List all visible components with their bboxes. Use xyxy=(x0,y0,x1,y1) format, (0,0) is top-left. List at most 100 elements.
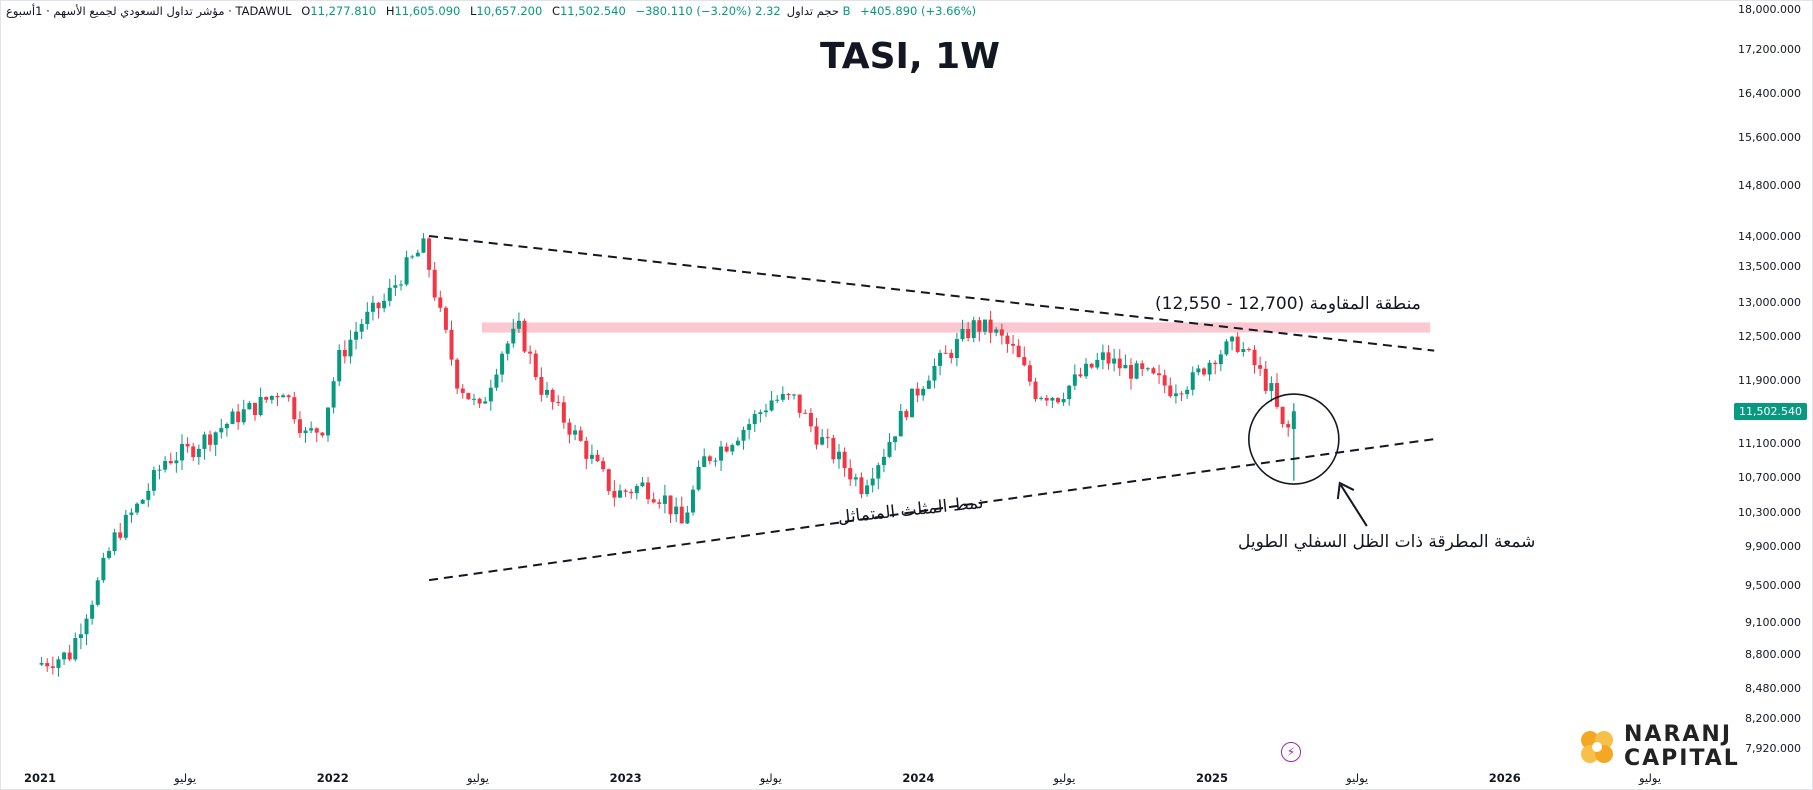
candle-body xyxy=(123,514,128,538)
candle-body xyxy=(909,388,914,418)
candle-body xyxy=(213,432,218,445)
trend-layer xyxy=(428,235,1435,582)
candle-body xyxy=(410,256,415,258)
lightning-event-icon[interactable]: ⚡ xyxy=(1281,742,1301,762)
y-tick-label: 9,100.000 xyxy=(1745,616,1801,629)
candle-body xyxy=(578,430,583,441)
change2-value: +405.890 (+3.66%) xyxy=(860,4,977,18)
candle-body xyxy=(1157,373,1162,376)
candle-body xyxy=(1084,363,1089,377)
candle-body xyxy=(606,469,611,491)
candle-body xyxy=(842,451,847,469)
candle-body xyxy=(45,663,50,667)
high-label: H xyxy=(385,4,395,18)
x-tick-label: يوليو xyxy=(173,771,196,786)
candle-body xyxy=(932,365,937,381)
candle-body xyxy=(561,402,566,423)
candle-body xyxy=(62,652,67,660)
candle-body xyxy=(325,407,330,436)
y-tick-label: 10,300.000 xyxy=(1738,506,1801,519)
x-tick-label: يوليو xyxy=(1345,771,1368,786)
candle-body xyxy=(1140,363,1145,369)
candle-body xyxy=(236,411,241,423)
candle-body xyxy=(702,456,707,467)
candle-body xyxy=(269,395,274,400)
candle-body xyxy=(50,666,55,668)
candle-body xyxy=(763,410,768,413)
candle-body xyxy=(982,319,987,332)
candle-body xyxy=(224,423,229,429)
candle-body xyxy=(292,397,297,420)
y-tick-label: 15,600.000 xyxy=(1738,131,1801,144)
upper-trendline xyxy=(428,235,1435,352)
candle-body xyxy=(674,506,679,515)
candle-body xyxy=(1106,352,1111,364)
candle-body xyxy=(898,411,903,437)
candle-body xyxy=(163,461,168,470)
candle-body xyxy=(617,490,622,498)
candle-body xyxy=(803,412,808,414)
candle-body xyxy=(1011,343,1016,346)
x-tick-label: 2021 xyxy=(24,771,56,785)
resistance-layer xyxy=(482,322,1431,333)
candle-body xyxy=(179,444,184,461)
candle-body xyxy=(1190,372,1195,390)
candle-body xyxy=(668,495,673,515)
candle-body xyxy=(825,437,830,439)
candle-body xyxy=(893,436,898,443)
y-tick-label: 8,480.000 xyxy=(1745,682,1801,695)
y-tick-label: 16,400.000 xyxy=(1738,87,1801,100)
candle-body xyxy=(820,437,825,445)
candle-body xyxy=(1207,362,1212,375)
candle-body xyxy=(286,395,291,398)
axis-layer: 7,920.000 8,200.000 8,480.000 8,800.000 9,10… xyxy=(1738,3,1801,755)
candle-body xyxy=(954,339,959,359)
candle-body xyxy=(1067,385,1072,400)
candle-body xyxy=(101,557,106,581)
candle-body xyxy=(1016,345,1021,358)
y-tick-label: 13,000.000 xyxy=(1738,296,1801,309)
candle-body xyxy=(1100,352,1105,360)
candle-body xyxy=(1246,349,1251,351)
candle-body xyxy=(432,269,437,298)
candle-body xyxy=(303,430,308,433)
y-tick-label: 12,500.000 xyxy=(1738,330,1801,343)
candle-body xyxy=(1145,368,1150,370)
candle-body xyxy=(780,394,785,400)
candle-body xyxy=(640,482,645,487)
candle-body xyxy=(696,466,701,490)
candle-body xyxy=(971,320,976,338)
candle-body xyxy=(685,512,690,524)
candle-body xyxy=(966,328,971,338)
candle-body xyxy=(1005,335,1010,344)
candle-body xyxy=(752,414,757,425)
candle-body xyxy=(84,618,89,635)
candle-body xyxy=(1241,349,1246,352)
candle-body xyxy=(612,490,617,498)
candle-body xyxy=(404,257,409,285)
candle-body xyxy=(348,339,353,357)
candle-body xyxy=(881,456,886,466)
candle-body xyxy=(713,460,718,462)
candle-body xyxy=(741,429,746,441)
candle-body xyxy=(471,398,476,400)
candle-body xyxy=(943,352,948,354)
candle-body xyxy=(202,434,207,449)
candle-body xyxy=(1162,375,1167,386)
x-axis-layer: 2021 يوليو 2022 يوليو 2023 يوليو 2024 يوليو 2025… xyxy=(24,771,1661,786)
candle-body xyxy=(376,302,381,309)
candle-body xyxy=(629,491,634,494)
candle-body xyxy=(421,238,426,253)
candle-body xyxy=(904,411,909,418)
candle-body xyxy=(382,300,387,309)
symbol-header: مؤشر تداول السعودي لجميع الأسهم · 1أسبوع… xyxy=(6,4,976,18)
candle-body xyxy=(157,469,162,471)
candle-body xyxy=(67,652,72,660)
candle-body xyxy=(926,380,931,389)
candle-body xyxy=(264,396,269,400)
candle-body xyxy=(443,307,448,330)
candle-body xyxy=(556,401,561,403)
candle-body xyxy=(415,252,420,257)
candle-body xyxy=(1061,399,1066,403)
